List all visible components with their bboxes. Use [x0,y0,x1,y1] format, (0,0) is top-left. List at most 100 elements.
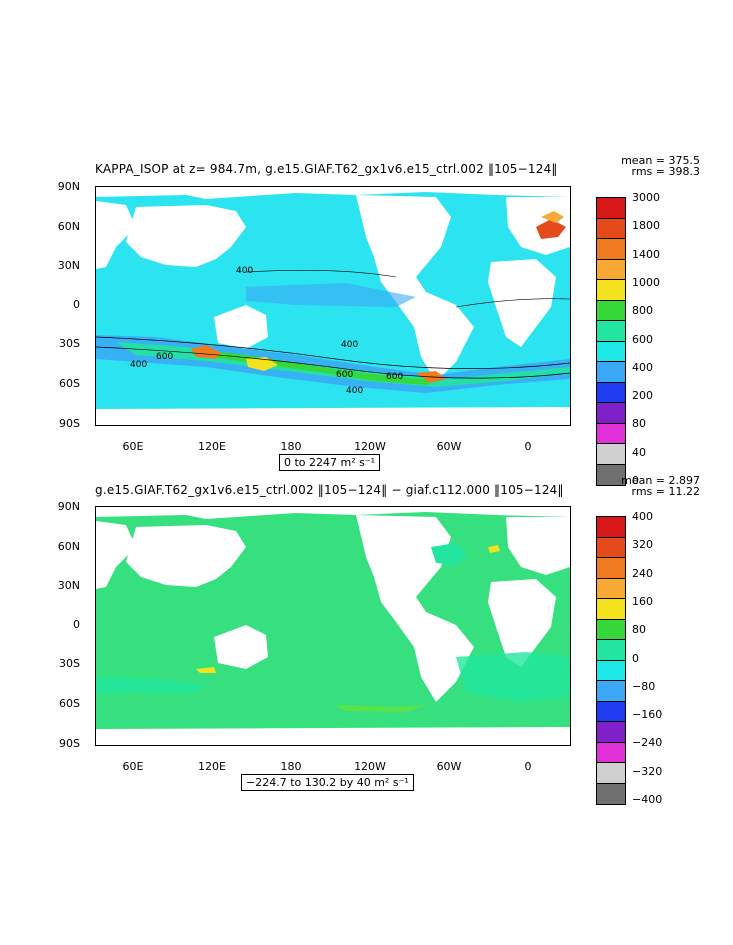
lon-label: 60E [122,440,144,453]
lat-label: 30N [57,259,80,272]
lon-label: 0 [524,440,532,453]
colorbar-swatch [597,403,625,424]
colorbar-swatch [597,701,625,722]
lon-label: 60E [122,760,144,773]
pos-patch [336,705,426,712]
panel1-map-svg: 400 600 400 400 600 600 400 [96,187,570,425]
lat-label: 90N [57,180,80,193]
colorbar-label: −320 [632,764,663,778]
neg-patch [456,652,570,702]
panel2-range: −224.7 to 130.2 by 40 m² s⁻¹ [241,774,414,791]
lon-label: 120E [198,760,226,773]
contour-label: 600 [336,370,353,380]
panel2-colorbar [596,516,626,805]
panel1-stats: mean = 375.5 rms = 398.3 [560,155,700,177]
lon-label: 180 [280,760,302,773]
colorbar-swatch [597,444,625,465]
land-asia [126,205,246,267]
colorbar-swatch [597,599,625,620]
colorbar-swatch [597,517,625,538]
contour-label: 400 [130,360,147,370]
panel2-rms: rms = 11.22 [631,485,700,498]
colorbar-label: −400 [632,793,663,806]
pos-patch [488,545,500,553]
colorbar-label: 200 [632,389,653,403]
panel2-stats: mean = 2.897 rms = 11.22 [560,475,700,497]
land-europe [506,517,570,575]
colorbar-swatch [597,300,625,321]
colorbar-swatch [597,742,625,763]
tropical-band [246,283,416,307]
land-africa [488,579,556,667]
land-asia [126,525,246,587]
lat-label: 30N [57,579,80,592]
colorbar-label: 0 [632,651,639,665]
contour-label: 400 [341,340,358,350]
colorbar-label: 320 [632,538,653,552]
colorbar-label: −240 [632,736,663,750]
colorbar-label: 0 [632,474,639,487]
colorbar-swatch [597,578,625,599]
lat-label: 90S [59,737,80,750]
colorbar-label: 160 [632,594,653,608]
land-eurasia [96,521,136,589]
contour-label: 400 [236,266,253,276]
colorbar-swatch [597,558,625,579]
na-hotspot [536,219,566,239]
colorbar-swatch [597,239,625,260]
contour-line [245,270,397,278]
contour-label: 400 [346,386,363,396]
colorbar-label: 400 [632,510,653,523]
colorbar-swatch [597,783,625,804]
lon-label: 0 [524,760,532,773]
lat-label: 30S [59,337,80,350]
colorbar-swatch [597,660,625,681]
lat-label: 60N [57,540,80,553]
colorbar-label: 1800 [632,219,660,233]
colorbar-label: 240 [632,566,653,580]
colorbar-swatch [597,423,625,444]
panel1-title: KAPPA_ISOP at z= 984.7m, g.e15.GIAF.T62_… [95,162,558,176]
colorbar-label: −160 [632,708,663,722]
colorbar-swatch [597,763,625,784]
colorbar-swatch [597,362,625,383]
colorbar-swatch [597,619,625,640]
panel1-range: 0 to 2247 m² s⁻¹ [279,454,381,471]
land-australia [214,305,268,349]
pos-patch [196,667,216,673]
neg-patch [431,543,468,565]
lat-label: 60S [59,697,80,710]
colorbar-label: 80 [632,417,646,431]
lon-label: 60W [436,440,462,453]
colorbar-swatch [597,341,625,362]
lon-label: 180 [280,440,302,453]
land-eurasia [96,201,136,269]
lon-label: 120W [354,760,386,773]
so-hotspot-1 [191,345,221,359]
colorbar-swatch [597,537,625,558]
colorbar-label: 1400 [632,247,660,261]
panel1-map: 400 600 400 400 600 600 400 [95,186,571,426]
lat-label: 0 [73,298,80,311]
colorbar-label: 1000 [632,275,660,289]
lon-label: 120W [354,440,386,453]
so-hotspot-2 [246,357,278,371]
so-band-teal [116,342,570,387]
lat-label: 0 [73,618,80,631]
contour-label: 600 [386,372,403,382]
colorbar-label: 3000 [632,191,660,204]
lat-label: 90S [59,417,80,430]
lat-label: 60S [59,377,80,390]
colorbar-label: 40 [632,445,646,459]
contour-label: 600 [156,352,173,362]
panel2-map-svg [96,507,570,745]
colorbar-swatch [597,259,625,280]
colorbar-swatch [597,382,625,403]
colorbar-swatch [597,681,625,702]
colorbar-label: 400 [632,360,653,374]
contour-line [455,298,570,308]
land-africa [488,259,556,347]
lat-label: 30S [59,657,80,670]
colorbar-swatch [597,640,625,661]
colorbar-swatch [597,198,625,219]
